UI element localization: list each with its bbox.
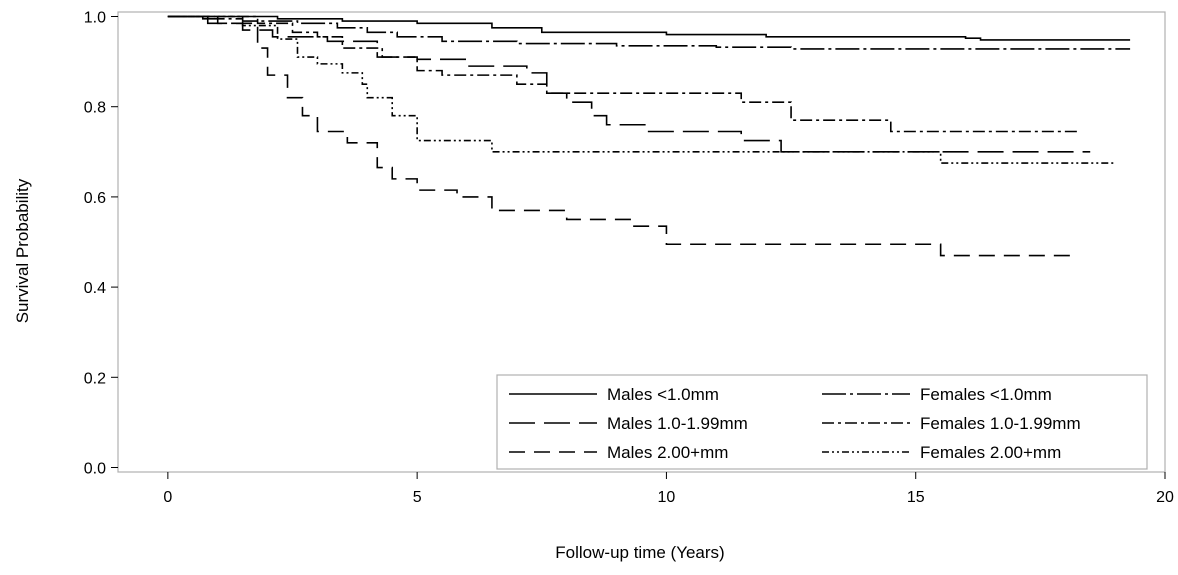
x-tick-label: 0 — [163, 489, 172, 506]
y-tick-label: 0.8 — [84, 100, 106, 117]
series-males-1-0-1-99mm — [167, 15, 1091, 153]
legend-label: Males 2.00+mm — [607, 443, 728, 462]
legend-item-females-2-00-mm: Females 2.00+mm — [822, 443, 1061, 462]
legend-label: Males 1.0-1.99mm — [607, 414, 748, 433]
legend-label: Females 1.0-1.99mm — [920, 414, 1081, 433]
legend-label: Males <1.0mm — [607, 385, 719, 404]
plot-area — [117, 11, 1166, 473]
y-tick-label: 0.0 — [84, 460, 106, 477]
series-layer — [167, 15, 1131, 257]
series-females-2-00-mm — [167, 15, 1116, 164]
x-tick-label: 15 — [907, 489, 925, 506]
legend-label: Females 2.00+mm — [920, 443, 1061, 462]
y-tick-label: 0.6 — [84, 190, 106, 207]
legend-item-males-1-0-1-99mm: Males 1.0-1.99mm — [509, 414, 748, 433]
legend-item-males-1-0mm: Males <1.0mm — [509, 385, 719, 404]
legend-box — [496, 374, 1148, 470]
legend-item-females-1-0mm: Females <1.0mm — [822, 385, 1052, 404]
x-tick-label: 5 — [413, 489, 422, 506]
x-axis-label: Follow-up time (Years) — [555, 543, 724, 562]
series-males-1-0mm — [167, 15, 1131, 41]
y-tick-label: 1.0 — [84, 10, 106, 27]
series-females-1-0mm — [167, 15, 1131, 50]
x-tick-label: 10 — [658, 489, 676, 506]
series-females-1-0-1-99mm — [167, 15, 1081, 133]
axes: 0.0 0.2 0.4 0.6 0.8 1.0 0 5 10 15 20 — [84, 10, 1174, 506]
legend-item-males-2-00-mm: Males 2.00+mm — [509, 443, 728, 462]
legend-item-females-1-0-1-99mm: Females 1.0-1.99mm — [822, 414, 1081, 433]
y-tick-label: 0.4 — [84, 280, 106, 297]
x-tick-label: 20 — [1156, 489, 1174, 506]
series-males-2-00-mm — [167, 15, 1076, 257]
legend-label: Females <1.0mm — [920, 385, 1052, 404]
legend: Males <1.0mm Females <1.0mm Males 1.0-1.99… — [496, 374, 1148, 470]
plot-frame — [117, 11, 1166, 473]
y-axis-label: Survival Probability — [13, 178, 32, 323]
y-tick-label: 0.2 — [84, 370, 106, 387]
